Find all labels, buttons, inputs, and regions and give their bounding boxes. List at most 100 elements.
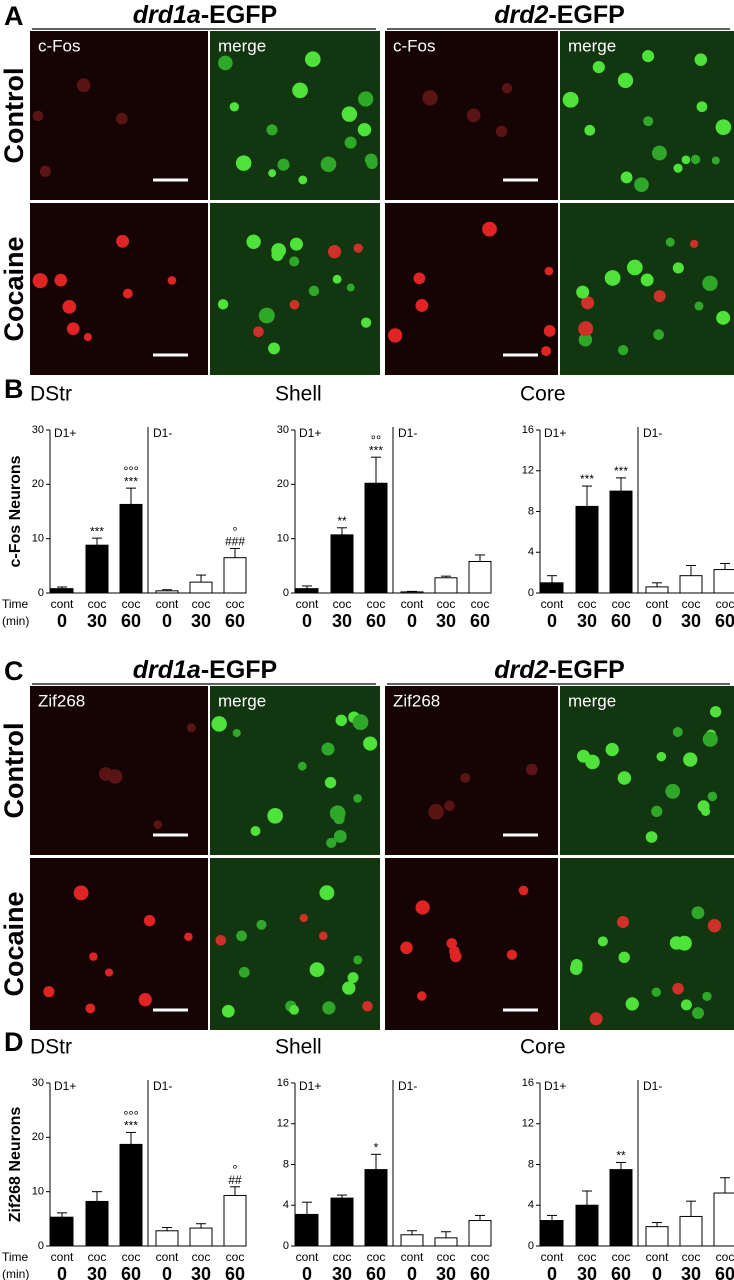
cell (634, 177, 649, 192)
cell (143, 914, 156, 927)
reporter: -EGFP (201, 1, 277, 29)
cell (656, 751, 667, 762)
cell (344, 136, 357, 149)
bar (609, 490, 633, 594)
cell (702, 991, 712, 1001)
cell (324, 776, 337, 789)
cell (115, 112, 128, 125)
cell (89, 952, 98, 961)
chart-title: Core (520, 383, 566, 406)
micrograph (385, 858, 558, 1030)
time-label: 0 (162, 1264, 172, 1280)
y-tick-label: 4 (528, 1199, 534, 1211)
cell (153, 820, 163, 829)
cell (673, 163, 683, 173)
x-tick-label: coc (367, 597, 386, 611)
cell (681, 155, 691, 165)
bar (400, 1234, 424, 1247)
cell (620, 171, 633, 184)
cell (289, 299, 300, 310)
cell (309, 962, 325, 978)
bar (645, 586, 669, 594)
chart-title: Shell (275, 1036, 322, 1059)
bar (468, 1220, 492, 1247)
column-header: drd2-EGFP (494, 1, 625, 29)
significance: *** (90, 524, 104, 538)
cell (711, 156, 720, 165)
cell (585, 754, 600, 770)
significance-vs-30: °°° (123, 1108, 139, 1123)
cell (444, 800, 455, 812)
gene-name: drd2 (494, 1, 548, 29)
time-label: 60 (715, 1264, 734, 1280)
cell (335, 714, 348, 727)
cell (415, 299, 429, 312)
time-label: 30 (191, 1264, 211, 1280)
cell (643, 116, 654, 127)
time-label: 60 (225, 1264, 245, 1280)
time-label: 30 (191, 611, 211, 631)
chart-title: Shell (275, 383, 322, 406)
group-label: D1+ (299, 1079, 321, 1093)
x-tick-label: cont (296, 1250, 319, 1264)
cell (702, 275, 718, 292)
cell (672, 727, 683, 738)
cell (308, 285, 320, 297)
cell (357, 122, 372, 137)
cell (584, 124, 596, 136)
micrograph (385, 203, 558, 375)
significance-vs-30: ° (232, 1162, 237, 1177)
cell (289, 1005, 300, 1015)
x-tick-label: cont (401, 1250, 424, 1264)
bar (155, 590, 179, 594)
x-tick-label: coc (437, 1250, 456, 1264)
cell (495, 125, 508, 138)
cell (322, 1001, 336, 1015)
gene-name: drd1a (133, 656, 201, 684)
cell (347, 972, 359, 984)
y-tick-label: 0 (528, 587, 534, 599)
cell (304, 51, 321, 68)
cell (353, 955, 363, 965)
time-label: 0 (162, 611, 172, 631)
cell (645, 831, 658, 843)
cell (466, 108, 481, 123)
cell (327, 245, 342, 259)
time-label: 0 (652, 1264, 662, 1280)
cell (211, 716, 227, 732)
time-label: 30 (436, 1264, 456, 1280)
reporter: -EGFP (201, 656, 277, 684)
x-tick-label: coc (122, 1250, 141, 1264)
bar (364, 482, 388, 594)
group-label: D1+ (54, 426, 76, 440)
significance-vs-30: °° (371, 433, 381, 448)
y-tick-label: 10 (32, 1186, 44, 1198)
cell (707, 918, 722, 933)
bar (679, 575, 703, 594)
cell (692, 1007, 705, 1020)
cell (665, 237, 675, 247)
cell (318, 931, 328, 941)
y-tick-label: 20 (32, 478, 44, 490)
x-tick-label: coc (471, 597, 490, 611)
time-label: 30 (332, 1264, 352, 1280)
panel-label: C (4, 656, 24, 686)
x-tick-label: cont (156, 1250, 179, 1264)
column-header: drd1a-EGFP (133, 1, 278, 29)
significance: ** (337, 514, 347, 528)
cell (651, 987, 661, 997)
panel-label: A (4, 1, 24, 31)
y-tick-label: 0 (283, 1240, 289, 1252)
bar (330, 1197, 354, 1247)
cell (578, 321, 594, 337)
x-tick-label: coc (578, 597, 597, 611)
cell (32, 110, 44, 122)
x-tick-label: cont (156, 597, 179, 611)
cell (709, 706, 722, 718)
cell (76, 78, 91, 93)
image-label: merge (218, 36, 266, 55)
image-label: merge (568, 691, 616, 710)
gene-name: drd1a (133, 1, 201, 29)
cell (341, 106, 358, 122)
cell (221, 1004, 235, 1018)
